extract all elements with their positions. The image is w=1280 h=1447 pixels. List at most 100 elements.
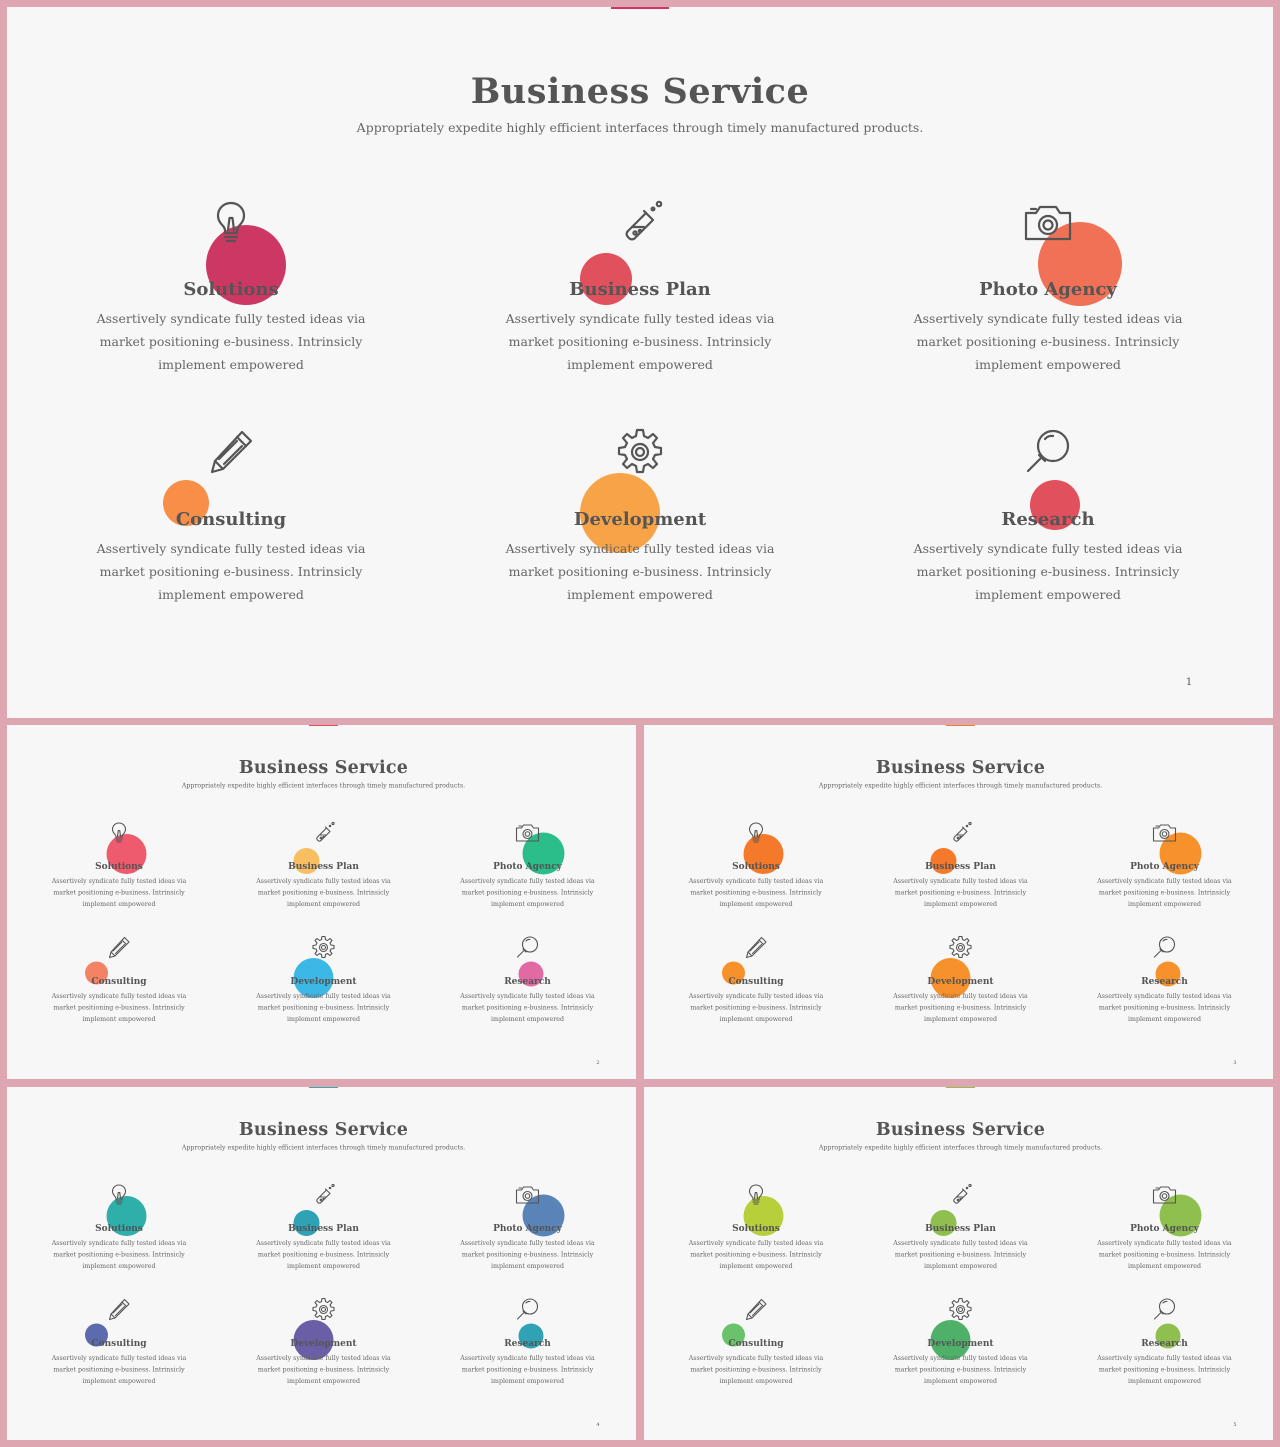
service-name: Solutions [95,1223,143,1234]
service-description: Assertively syndicate fully tested ideas… [1097,1239,1232,1270]
slide-top-accent [611,7,669,9]
page-subtitle: Appropriately expedite highly efficient … [818,781,1103,790]
accent-circle [722,961,745,985]
service-name: Photo Agency [493,1223,562,1234]
service-description: Assertively syndicate fully tested ideas… [893,877,1028,908]
service-description: Assertively syndicate fully tested ideas… [96,541,366,602]
service-item: Development Assertively syndicate fully t… [244,1297,404,1397]
service-item: Development Assertively syndicate fully t… [480,427,800,627]
service-description: Assertively syndicate fully tested ideas… [1097,1354,1232,1385]
service-description: Assertively syndicate fully tested ideas… [256,1354,391,1385]
service-name: Solutions [732,861,780,872]
accent-circle [743,1196,784,1236]
accent-circle [293,958,334,998]
service-item: Business Plan Assertively syndicate fully… [480,197,800,397]
accent-circle [1159,1194,1202,1237]
service-name: Photo Agency [1130,861,1199,872]
accent-circle [580,473,660,553]
service-name: Solutions [732,1223,780,1234]
service-item: Research Assertively syndicate fully test… [1085,935,1245,1035]
slide-4[interactable]: Business Service Appropriately expedite h… [7,1087,636,1440]
service-description: Assertively syndicate fully tested ideas… [51,1239,187,1270]
flask-icon [311,820,336,845]
page-subtitle: Appropriately expedite highly efficient … [181,1143,466,1152]
service-description: Assertively syndicate fully tested ideas… [1097,992,1232,1023]
slide-top-accent [309,1087,338,1088]
service-item: Photo Agency Assertively syndicate fully … [1085,1182,1245,1282]
service-description: Assertively syndicate fully tested ideas… [1097,877,1232,908]
service-item: Consulting Assertively syndicate fully te… [676,935,836,1035]
lightbulb-icon [107,820,132,845]
pencil-icon [744,935,769,960]
service-description: Assertively syndicate fully tested ideas… [256,992,391,1023]
magnifier-icon [1152,1297,1177,1322]
service-item: Solutions Assertively syndicate fully tes… [676,820,836,920]
service-description: Assertively syndicate fully tested ideas… [460,1239,595,1270]
service-description: Assertively syndicate fully tested ideas… [256,877,391,908]
gear-icon [948,1297,973,1322]
service-name: Solutions [95,861,143,872]
service-description: Assertively syndicate fully tested ideas… [688,1239,824,1270]
accent-circle [163,480,209,526]
service-item: Solutions Assertively syndicate fully tes… [676,1182,836,1282]
pencil-icon [744,1297,769,1322]
camera-icon [515,820,540,845]
slide-3[interactable]: Business Service Appropriately expedite h… [644,725,1273,1079]
service-name: Business Plan [288,861,359,872]
gear-icon [615,427,665,477]
service-description: Assertively syndicate fully tested ideas… [913,541,1183,602]
camera-icon [1023,197,1073,247]
accent-circle [293,848,320,874]
page-title: Business Service [875,757,1046,778]
service-item: Research Assertively syndicate fully test… [448,935,608,1035]
lightbulb-icon [744,820,769,845]
service-name: Research [1141,1338,1188,1349]
accent-circle [106,834,147,874]
accent-circle [85,1323,108,1347]
service-name: Development [573,509,707,530]
accent-circle [518,961,544,987]
service-name: Consulting [91,1338,147,1349]
pencil-icon [206,427,256,477]
page-subtitle: Appropriately expedite highly efficient … [181,781,466,790]
accent-circle [722,1323,745,1347]
service-name: Research [1001,509,1095,530]
service-item: Research Assertively syndicate fully test… [1085,1297,1245,1397]
service-description: Assertively syndicate fully tested ideas… [505,541,775,602]
service-name: Business Plan [925,1223,996,1234]
accent-circle [580,253,632,305]
magnifier-icon [515,935,540,960]
service-item: Consulting Assertively syndicate fully te… [39,1297,199,1397]
page-number: 1 [1185,677,1193,688]
service-name: Consulting [728,1338,784,1349]
accent-circle [522,832,565,875]
camera-icon [515,1182,540,1207]
camera-icon [1152,820,1177,845]
slide-2[interactable]: Business Service Appropriately expedite h… [7,725,636,1079]
slide-1[interactable]: Business Service Appropriately expedite h… [7,7,1273,718]
service-description: Assertively syndicate fully tested ideas… [688,877,824,908]
service-item: Business Plan Assertively syndicate fully… [244,1182,404,1282]
service-name: Research [504,976,551,987]
service-description: Assertively syndicate fully tested ideas… [913,311,1183,372]
flask-icon [311,1182,336,1207]
page-subtitle: Appropriately expedite highly efficient … [356,120,924,135]
service-item: Solutions Assertively syndicate fully tes… [39,1182,199,1282]
service-name: Consulting [91,976,147,987]
page-number: 2 [596,1060,600,1066]
lightbulb-icon [206,197,256,247]
service-name: Photo Agency [493,861,562,872]
flask-icon [948,820,973,845]
accent-circle [293,1320,334,1360]
service-item: Photo Agency Assertively syndicate fully … [448,1182,608,1282]
slide-top-accent [946,725,975,726]
accent-circle [1155,961,1181,987]
service-item: Business Plan Assertively syndicate fully… [244,820,404,920]
accent-circle [85,961,108,985]
accent-circle [743,834,784,874]
service-description: Assertively syndicate fully tested ideas… [460,992,595,1023]
accent-circle [1038,222,1122,306]
service-item: Development Assertively syndicate fully t… [881,1297,1041,1397]
slide-5[interactable]: Business Service Appropriately expedite h… [644,1087,1273,1440]
gear-icon [948,935,973,960]
